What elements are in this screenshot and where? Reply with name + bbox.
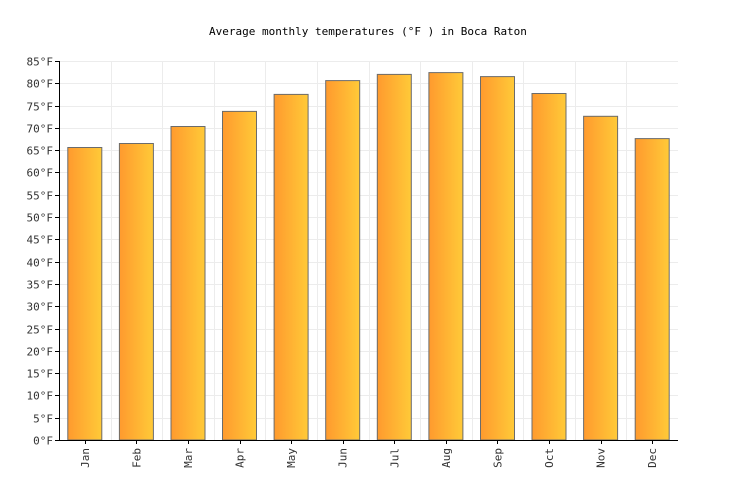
x-tick-label: Oct bbox=[543, 448, 556, 468]
y-tick-label: 85°F bbox=[27, 56, 54, 69]
bar-oct bbox=[531, 93, 567, 441]
x-tick-label: Nov bbox=[595, 448, 608, 468]
x-tick-label: Jul bbox=[388, 448, 401, 468]
y-tick-label: 65°F bbox=[27, 145, 54, 158]
x-tick-label: Jan bbox=[79, 448, 92, 468]
y-tick-label: 60°F bbox=[27, 167, 54, 180]
bars bbox=[67, 72, 670, 441]
x-tick-label: Apr bbox=[234, 448, 247, 468]
x-tick-label: Jun bbox=[337, 448, 350, 468]
bar-dec bbox=[634, 138, 670, 441]
chart-title: Average monthly temperatures (°F ) in Bo… bbox=[209, 25, 527, 38]
bar-jul bbox=[376, 73, 412, 441]
x-tick-label: Sep bbox=[491, 448, 504, 468]
bar-aug bbox=[428, 72, 464, 441]
bar-jun bbox=[325, 80, 361, 441]
y-tick-label: 70°F bbox=[27, 123, 54, 136]
x-tick-label: Feb bbox=[130, 448, 143, 468]
x-tick-label: Mar bbox=[182, 448, 195, 468]
axes bbox=[59, 61, 678, 441]
y-tick-label: 80°F bbox=[27, 78, 54, 91]
x-tick-label: Aug bbox=[440, 448, 453, 468]
bar-jan bbox=[67, 147, 103, 441]
y-tick-label: 35°F bbox=[27, 279, 54, 292]
y-tick-label: 10°F bbox=[27, 390, 54, 403]
bar-apr bbox=[222, 110, 257, 441]
y-tick-label: 55°F bbox=[27, 190, 54, 203]
y-tick-label: 40°F bbox=[27, 257, 54, 270]
y-tick-label: 5°F bbox=[33, 413, 53, 426]
y-tick-label: 30°F bbox=[27, 301, 54, 314]
y-tick-label: 50°F bbox=[27, 212, 54, 225]
y-tick-label: 20°F bbox=[27, 346, 54, 359]
x-tick-label: May bbox=[285, 448, 298, 468]
bar-sep bbox=[480, 76, 515, 441]
x-axis-ticks: Jan Feb Mar Apr May Jun Jul Aug Sep Oct Nov Dec bbox=[79, 440, 659, 468]
y-tick-label: 25°F bbox=[27, 324, 54, 337]
bar-mar bbox=[170, 126, 206, 441]
bar-feb bbox=[118, 143, 154, 441]
y-tick-label: 15°F bbox=[27, 368, 54, 381]
y-tick-label: 45°F bbox=[27, 234, 54, 247]
y-tick-label: 75°F bbox=[27, 101, 54, 114]
x-tick-label: Dec bbox=[646, 448, 659, 468]
y-tick-label: 0°F bbox=[33, 435, 53, 448]
y-axis-ticks: 0°F 5°F 10°F 15°F 20°F 25°F 30°F 35°F 40°F 45°F 50… bbox=[27, 56, 59, 448]
grid-lines bbox=[59, 61, 678, 440]
bar-nov bbox=[583, 115, 619, 441]
bar-may bbox=[273, 93, 309, 441]
